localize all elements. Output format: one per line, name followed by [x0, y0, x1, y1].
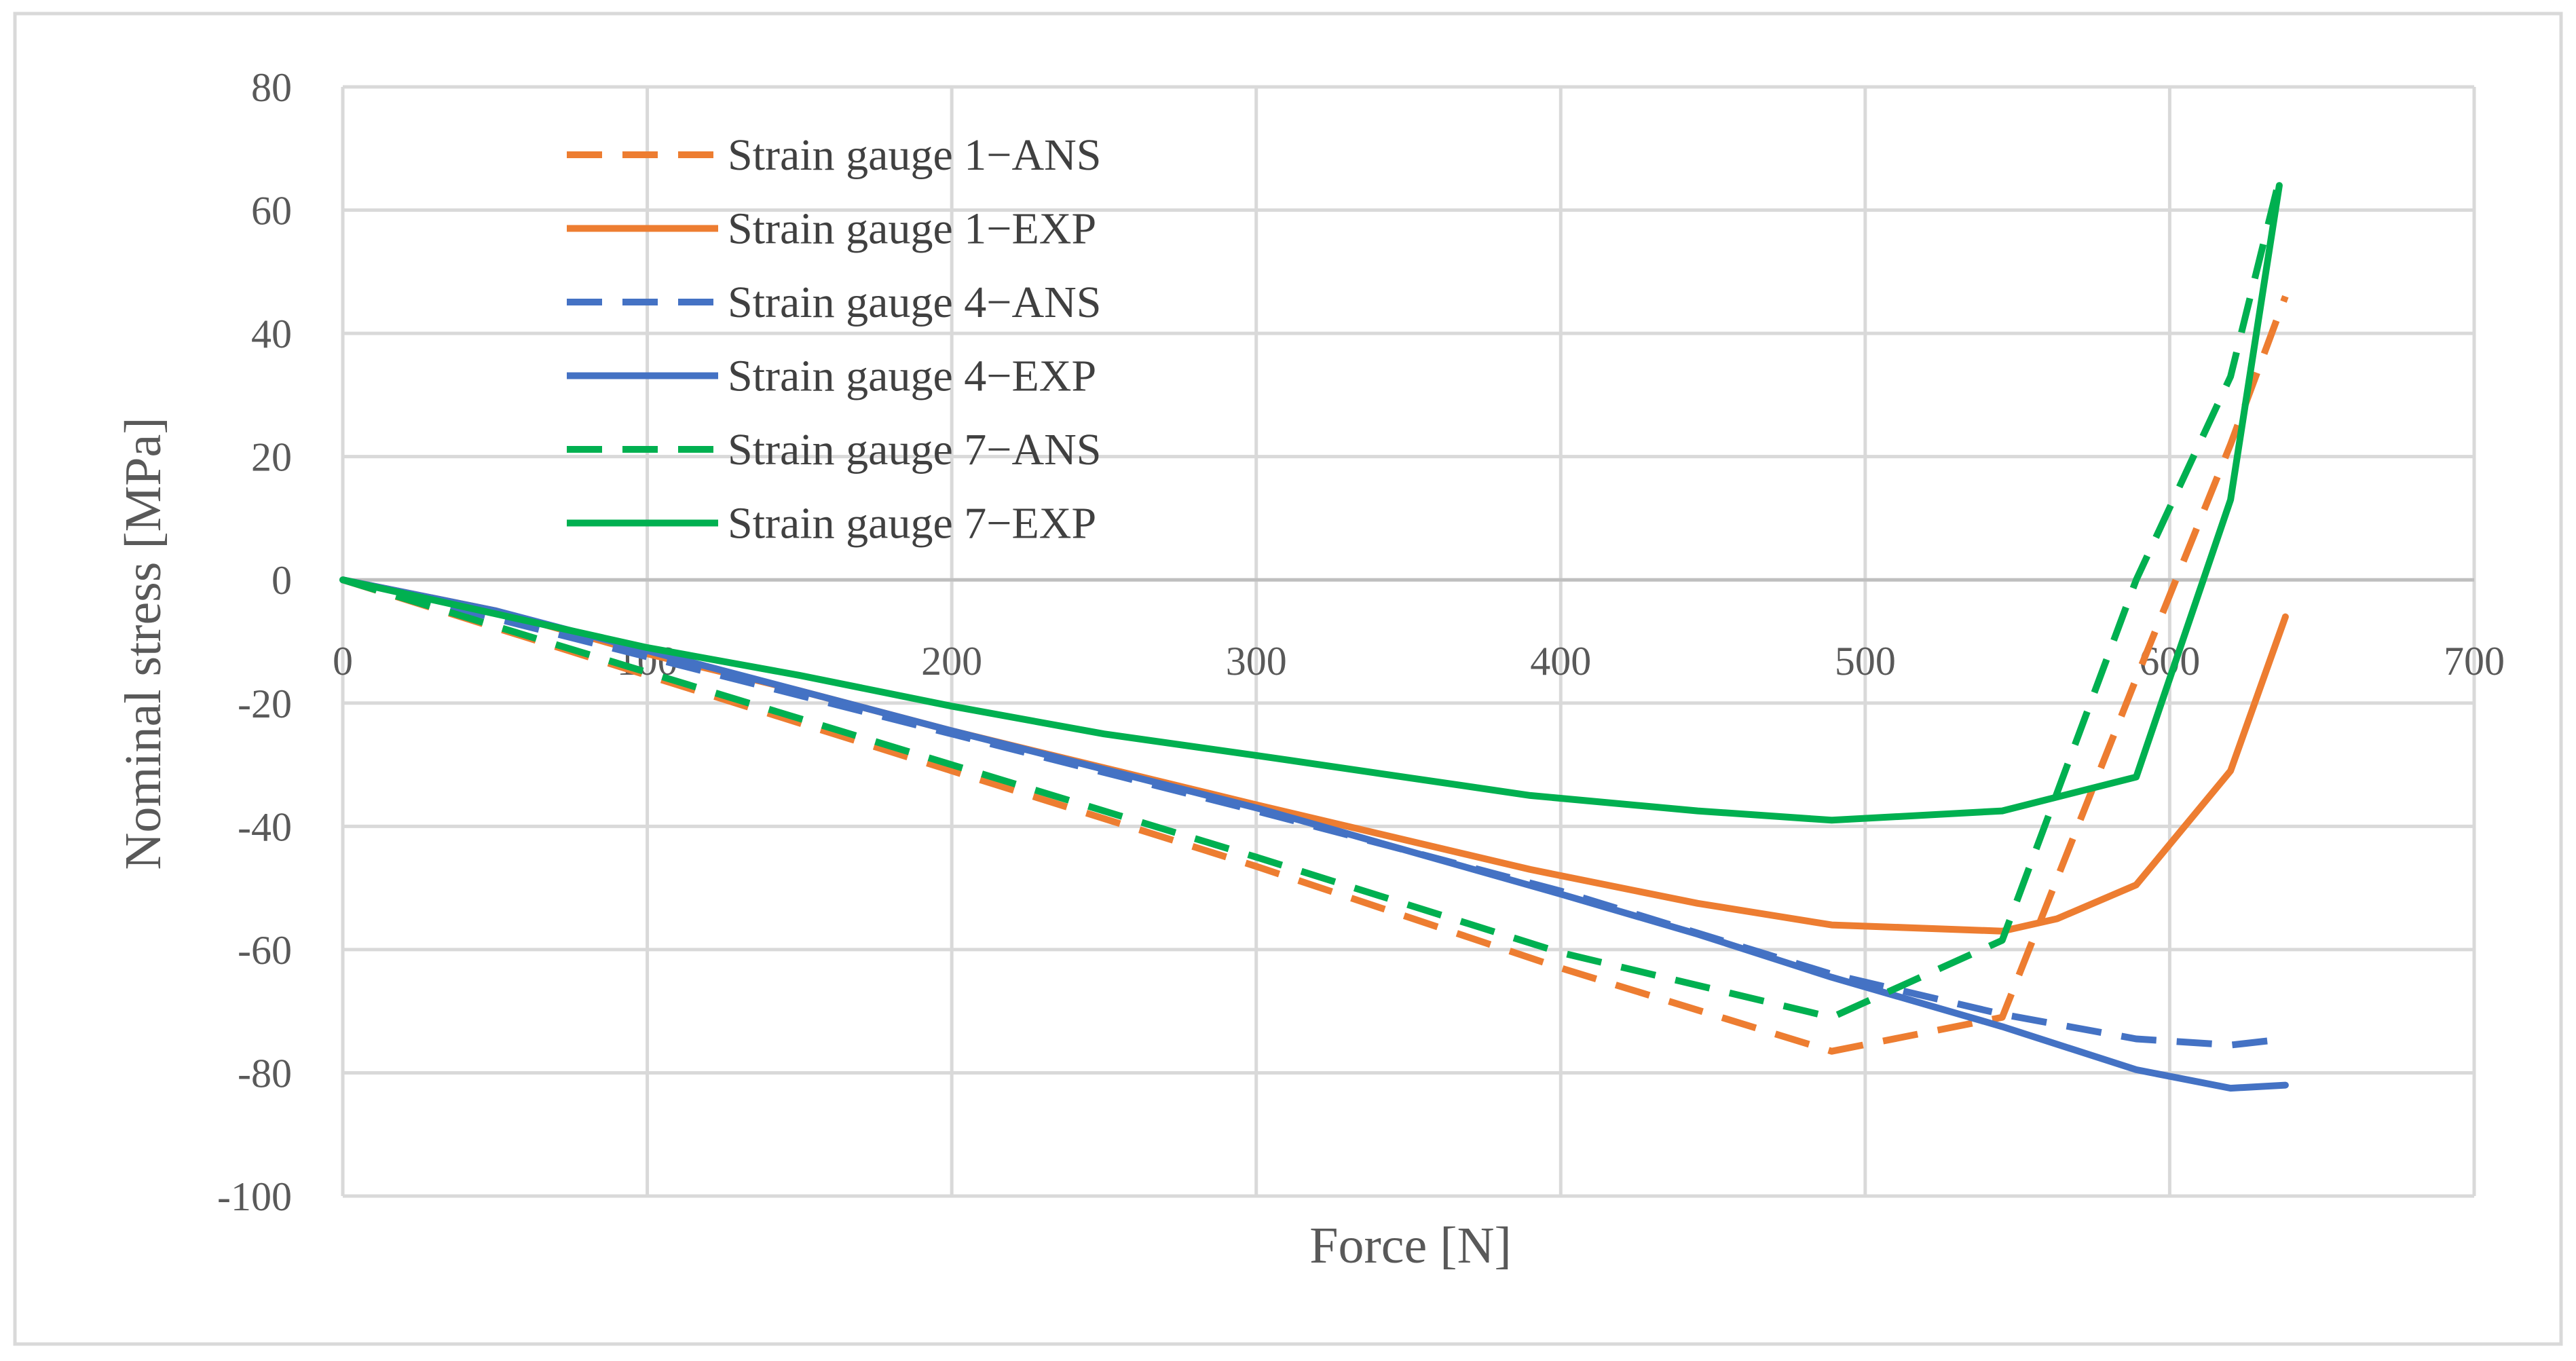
legend-label-1: Strain gauge 1−ANS	[728, 130, 1102, 180]
legend-label-4: Strain gauge 4−EXP	[728, 352, 1096, 401]
series-line-6	[339, 182, 2283, 824]
x-tick-label: 700	[2444, 639, 2505, 684]
x-tick-label: 400	[1530, 639, 1591, 684]
y-tick-label: -100	[217, 1174, 292, 1219]
y-tick-label: -80	[238, 1051, 292, 1096]
y-axis-title: Nominal stress [MPa]	[115, 417, 172, 870]
chart-frame	[13, 12, 2563, 1346]
x-tick-label: 0	[333, 639, 353, 684]
y-tick-labels: 80 60 40 20 0 -20 -40 -60 -80 -100	[217, 65, 292, 1219]
legend-label-5: Strain gauge 7−ANS	[728, 425, 1102, 474]
y-tick-label: 40	[251, 312, 292, 356]
y-tick-label: -60	[238, 928, 292, 973]
series-line-1	[341, 295, 2289, 1055]
series-line-5	[341, 179, 2283, 1021]
x-tick-label: 300	[1226, 639, 1287, 684]
y-tick-label: 20	[251, 435, 292, 480]
y-tick-label: 60	[251, 189, 292, 234]
x-tick-label: 500	[1835, 639, 1896, 684]
legend-label-2: Strain gauge 1−EXP	[728, 204, 1096, 254]
legend: Strain gauge 1−ANS Strain gauge 1−EXP Stra…	[567, 130, 1102, 548]
x-axis-title: Force [N]	[1309, 1217, 1512, 1274]
y-tick-label: -40	[238, 804, 292, 849]
y-tick-label: 0	[272, 558, 292, 603]
legend-label-3: Strain gauge 4−ANS	[728, 278, 1102, 327]
series-lines	[339, 179, 2289, 1092]
legend-label-6: Strain gauge 7−EXP	[728, 499, 1096, 548]
y-tick-label: 80	[251, 65, 292, 110]
y-tick-label: -20	[238, 682, 292, 726]
x-tick-labels: 0 100 200 300 400 500 600 700	[333, 639, 2505, 684]
x-tick-label: 200	[921, 639, 982, 684]
